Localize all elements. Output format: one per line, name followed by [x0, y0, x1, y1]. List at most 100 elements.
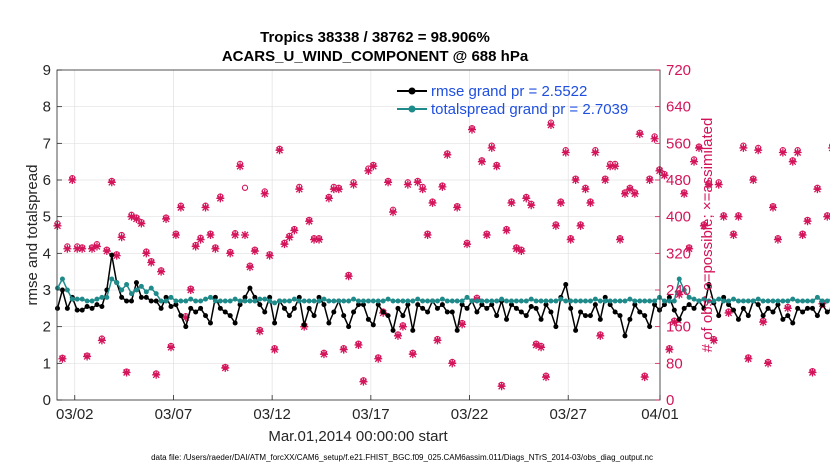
- rmse-point: [671, 307, 677, 313]
- rmse-point: [474, 309, 480, 315]
- rmse-point: [691, 305, 697, 311]
- legend-rmse-label: rmse grand pr = 2.5522: [431, 83, 587, 100]
- obs-assimilated-marker: [665, 345, 674, 354]
- x-axis-label: Mar.01,2014 00:00:00 start: [268, 428, 448, 445]
- totalspread-point: [326, 298, 332, 304]
- totalspread-point: [410, 298, 416, 304]
- rmse-point: [74, 307, 80, 313]
- rmse-point: [740, 305, 746, 311]
- totalspread-point: [582, 298, 588, 304]
- obs-assimilated-marker: [704, 180, 713, 189]
- rmse-point: [188, 305, 194, 311]
- totalspread-point: [133, 287, 139, 293]
- rmse-point: [726, 302, 732, 308]
- totalspread-point: [163, 298, 169, 304]
- obs-assimilated-marker: [581, 185, 590, 194]
- totalspread-point: [523, 298, 529, 304]
- obs-assimilated-marker: [670, 318, 679, 327]
- x-tick-label: 04/01: [641, 406, 679, 423]
- rmse-point: [148, 298, 154, 304]
- y-right-tick-label: 400: [666, 209, 691, 226]
- totalspread-point: [661, 298, 667, 304]
- y-left-tick-label: 9: [43, 62, 51, 79]
- totalspread-point: [183, 298, 189, 304]
- rmse-point: [64, 305, 70, 311]
- obs-assimilated-marker: [724, 308, 733, 317]
- totalspread-point: [538, 298, 544, 304]
- rmse-point: [360, 302, 366, 308]
- totalspread-point: [434, 298, 440, 304]
- chart-title: Tropics 38338 / 38762 = 98.906%: [260, 29, 490, 46]
- rmse-point: [217, 305, 223, 311]
- rmse-point: [627, 316, 633, 322]
- y-left-axis-ticks: 0 1 2 3 4 5 6 7 8 9: [43, 62, 62, 409]
- obs-assimilated-marker: [576, 221, 585, 230]
- obs-assimilated-marker: [53, 221, 62, 230]
- rmse-point: [508, 302, 514, 308]
- rmse-point: [370, 322, 376, 328]
- obs-assimilated-marker: [236, 162, 245, 171]
- totalspread-point: [420, 298, 426, 304]
- obs-assimilated-marker: [458, 320, 467, 329]
- rmse-point: [311, 313, 317, 319]
- totalspread-point: [247, 298, 253, 304]
- obs-assimilated-marker: [157, 267, 166, 276]
- totalspread-point: [464, 294, 470, 300]
- totalspread-point: [439, 296, 445, 302]
- x-tick-label: 03/17: [352, 406, 390, 423]
- totalspread-point: [430, 298, 436, 304]
- rmse-point: [119, 294, 125, 300]
- rmse-point: [415, 302, 421, 308]
- rmse-point: [706, 282, 712, 287]
- totalspread-point: [227, 298, 233, 304]
- totalspread-point: [143, 289, 149, 295]
- obs-assimilated-marker: [764, 359, 773, 368]
- obs-assimilated-marker: [354, 341, 363, 349]
- obs-assimilated-marker: [502, 226, 511, 235]
- obs-assimilated-marker: [729, 231, 738, 239]
- obs-assimilated-marker: [186, 286, 195, 294]
- obs-assimilated-marker: [166, 343, 175, 352]
- obs-assimilated-marker: [423, 231, 432, 239]
- rmse-point: [484, 305, 490, 311]
- totalspread-point: [755, 296, 761, 302]
- rmse-point: [563, 282, 569, 287]
- y-right-axis-label: # of obs: o=possible; ×=assimilated: [699, 118, 716, 353]
- rmse-point: [449, 309, 455, 315]
- obs-assimilated-marker: [453, 203, 462, 212]
- totalspread-point: [356, 298, 361, 304]
- totalspread-point: [129, 291, 135, 297]
- obs-assimilated-marker: [739, 143, 748, 152]
- rmse-point: [573, 327, 579, 333]
- obs-assimilated-marker: [487, 143, 496, 152]
- obs-assimilated-marker: [384, 178, 393, 187]
- rmse-point: [454, 327, 460, 333]
- rmse-point: [286, 313, 292, 319]
- rmse-point: [375, 302, 381, 308]
- rmse-point: [400, 313, 406, 319]
- rmse-point: [612, 309, 618, 315]
- totalspread-point: [518, 298, 524, 304]
- obs-assimilated-marker: [88, 244, 97, 253]
- rmse-point: [809, 305, 815, 311]
- rmse-point: [568, 305, 574, 311]
- obs-assimilated-marker: [714, 180, 723, 189]
- rmse-point: [281, 305, 287, 311]
- rmse-point: [800, 309, 806, 315]
- obs-assimilated-marker: [798, 231, 807, 239]
- obs-assimilated-marker: [808, 368, 817, 377]
- rmse-point: [425, 309, 431, 315]
- rmse-point: [193, 309, 199, 315]
- totalspread-point: [124, 282, 130, 287]
- obs-assimilated-marker: [97, 336, 106, 345]
- obs-assimilated-marker: [176, 203, 185, 212]
- obs-assimilated-marker: [319, 350, 328, 359]
- totalspread-point: [706, 298, 712, 304]
- rmse-point: [513, 305, 519, 311]
- totalspread-point: [647, 298, 653, 304]
- obs-assimilated-marker: [265, 251, 274, 260]
- totalspread-point: [716, 296, 722, 302]
- obs-assimilated-marker: [211, 244, 220, 253]
- totalspread-point: [64, 287, 70, 293]
